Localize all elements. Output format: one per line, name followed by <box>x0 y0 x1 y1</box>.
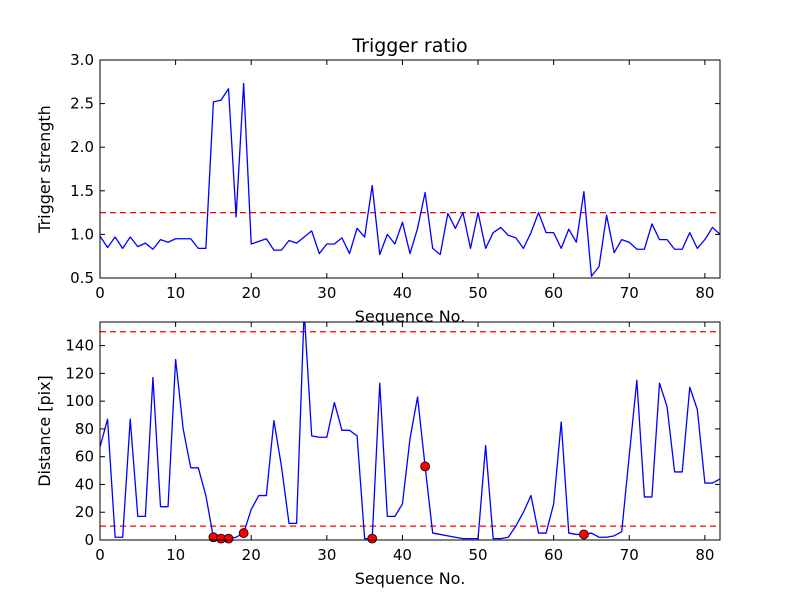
y-tick-label: 1.0 <box>70 225 94 243</box>
x-tick-label: 70 <box>620 546 639 564</box>
y-tick-label: 80 <box>75 420 94 438</box>
y-tick-label: 1.5 <box>70 182 94 200</box>
data-marker <box>367 533 378 544</box>
data-marker <box>420 461 431 472</box>
x-tick-label: 10 <box>166 546 185 564</box>
x-tick-label: 20 <box>242 284 261 302</box>
y-tick-label: 0.5 <box>70 269 94 287</box>
x-tick-label: 0 <box>95 284 105 302</box>
y-tick-label: 2.5 <box>70 95 94 113</box>
y-tick-label: 0 <box>84 531 94 549</box>
y-axis-label: Distance [pix] <box>35 375 54 487</box>
series-line <box>100 82 720 277</box>
y-tick-label: 120 <box>65 364 94 382</box>
x-tick-label: 0 <box>95 546 105 564</box>
y-tick-label: 40 <box>75 475 94 493</box>
chart-title: Trigger ratio <box>351 35 467 57</box>
distance-panel: 0 10 20 30 40 50 60 70 80 0 20 40 60 80 100 120 140 Seque… <box>35 321 721 588</box>
trigger-ratio-panel: 0 10 20 30 40 50 60 70 80 0.5 1.0 1.5 2.0 2.5 3.0 Seque… <box>35 35 721 326</box>
x-tick-label: 70 <box>620 284 639 302</box>
x-tick-label: 30 <box>317 284 336 302</box>
x-tick-label: 80 <box>695 546 714 564</box>
x-axis-label: Sequence No. <box>355 569 466 588</box>
x-tick-label: 10 <box>166 284 185 302</box>
axes-frame <box>99 59 721 279</box>
y-tick-label: 20 <box>75 503 94 521</box>
x-tick-label: 60 <box>544 284 563 302</box>
data-marker <box>579 529 589 540</box>
x-axis-label: Sequence No. <box>355 307 466 326</box>
y-tick-label: 60 <box>75 448 94 466</box>
data-marker <box>223 533 234 544</box>
axes-frame <box>99 321 721 541</box>
x-tick-label: 40 <box>393 284 412 302</box>
data-marker <box>238 528 249 538</box>
x-tick-label: 50 <box>469 284 488 302</box>
y-tick-label: 3.0 <box>70 51 94 69</box>
series-line <box>100 322 720 540</box>
x-tick-label: 80 <box>695 284 714 302</box>
x-tick-label: 40 <box>393 546 412 564</box>
x-tick-label: 30 <box>317 546 336 564</box>
y-tick-label: 140 <box>65 337 94 355</box>
x-tick-label: 60 <box>544 546 563 564</box>
y-tick-label: 100 <box>65 392 94 410</box>
x-tick-label: 20 <box>242 546 261 564</box>
y-axis-label: Trigger strength <box>35 105 54 234</box>
y-tick-label: 2.0 <box>70 138 94 156</box>
x-tick-label: 50 <box>469 546 488 564</box>
